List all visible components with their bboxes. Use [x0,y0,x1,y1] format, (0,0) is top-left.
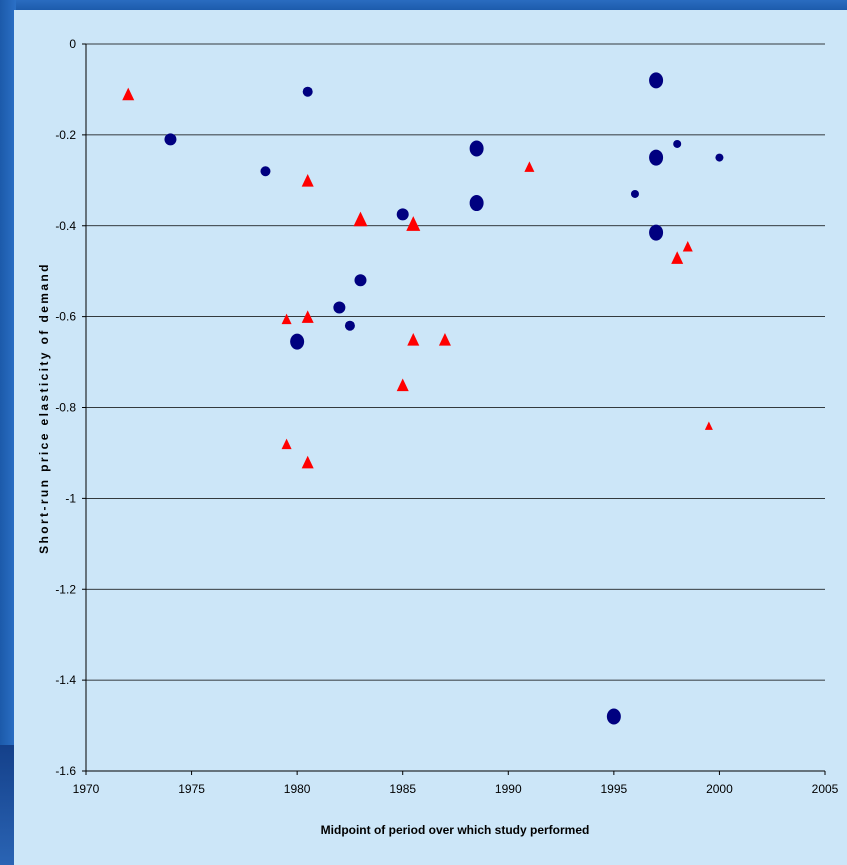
y-tick-label: -0.2 [55,128,76,142]
circle-point [302,86,313,97]
x-tick-label: 1985 [389,782,416,796]
triangle-point [396,378,409,392]
circle-point [715,153,724,162]
slide-top-band [0,0,847,12]
circle-point [469,140,484,157]
y-tick-label: -0.4 [55,219,76,233]
circle-point [396,208,409,221]
circle-point [260,166,271,177]
triangle-point [281,313,292,325]
triangle-point [438,333,451,346]
triangle-point [407,333,420,346]
circle-point [164,133,177,146]
y-tick-label: -1.6 [55,764,76,778]
triangle-point [406,216,421,231]
x-tick-label: 1990 [495,782,522,796]
x-tick-label: 1975 [178,782,205,796]
x-tick-label: 1980 [284,782,311,796]
y-tick-label: -0.6 [55,310,76,324]
triangle-point [524,161,535,172]
circle-point [344,320,355,331]
circle-point [673,139,682,148]
x-tick-label: 2005 [812,782,839,796]
circle-point [606,708,621,725]
circle-point [333,301,346,314]
circle-point [649,72,664,89]
y-tick-label: -1.4 [55,673,76,687]
triangle-point [301,455,314,469]
triangle-point [353,211,368,227]
triangle-point [671,251,684,264]
triangle-point [122,87,135,101]
x-axis-ticks: 1970 1975 1980 1985 1990 1995 2000 2005 [73,771,839,796]
circle-point [469,195,484,212]
y-tick-label: 0 [69,37,76,51]
data-points [122,72,724,725]
x-tick-label: 2000 [706,782,733,796]
circle-point [630,189,639,198]
triangle-point [301,310,314,323]
circle-point [290,333,305,350]
x-tick-label: 1970 [73,782,100,796]
circle-point [354,274,367,287]
triangle-point [301,174,314,187]
circle-point [649,224,664,241]
x-axis-title: Midpoint of period over which study perf… [321,823,590,837]
y-tick-label: -0.8 [55,401,76,415]
triangle-point [704,421,713,430]
y-tick-label: -1.2 [55,582,76,596]
chart-panel [14,10,847,865]
y-tick-label: -1 [65,491,76,505]
triangle-point [682,240,693,252]
y-axis-ticks: 0 -0.2 -0.4 -0.6 -0.8 -1 -1.2 -1.4 -1.6 [55,37,86,778]
slide-left-strip [0,0,16,865]
triangle-point [281,438,292,450]
x-tick-label: 1995 [601,782,628,796]
circle-point [649,149,664,166]
gridlines [86,43,825,772]
y-axis-title: Short-run price elasticity of demand [37,262,51,554]
